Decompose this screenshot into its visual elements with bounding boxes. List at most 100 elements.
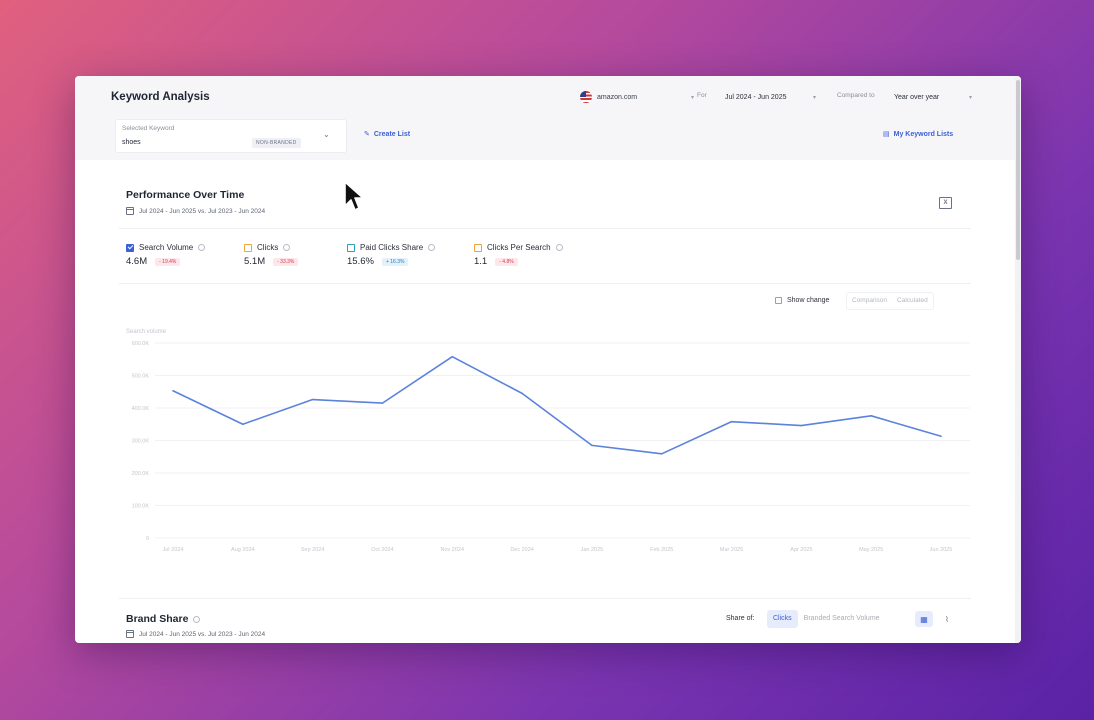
checkbox-icon[interactable] [244,243,252,252]
page-title: Keyword Analysis [111,91,210,103]
create-list-button[interactable]: ✎ Create List [364,130,411,139]
data-point [172,389,174,392]
show-change-label: Show change [787,297,830,304]
comparison-select[interactable]: Year over year ▾ [890,88,972,106]
data-point [940,435,942,438]
chevron-down-icon: ▾ [690,94,694,101]
data-point [870,415,872,417]
info-icon [193,615,201,623]
metric-paid-clicks-share[interactable]: Paid Clicks Share 15.6% + 16.3% [347,243,436,267]
metric-label: Clicks [257,243,279,252]
share-of-label: Share of: [726,615,755,622]
show-change-toggle[interactable]: Show change [775,297,829,304]
line-chart-view-icon[interactable]: ⌇ [945,614,949,624]
date-range-select[interactable]: Jul 2024 - Jun 2025 ▾ [720,88,816,106]
segment-calculated[interactable]: Calculated [897,297,928,304]
x-tick-label: Feb 2025 [650,547,673,553]
y-tick-label: 500.0K [132,374,150,380]
y-tick-label: 400.0K [132,406,150,412]
share-of-clicks[interactable]: Clicks [767,610,798,628]
x-tick-label: Dec 2024 [510,547,534,553]
performance-dates: Jul 2024 - Jun 2025 vs. Jul 2023 - Jun 2… [126,207,265,215]
us-flag-icon [580,91,592,103]
share-of-branded-search-volume[interactable]: Branded Search Volume [803,615,880,622]
my-keyword-lists-label: My Keyword Lists [893,130,954,138]
data-point [451,355,454,358]
x-tick-label: Nov 2024 [440,547,464,553]
share-of-segment[interactable]: Clicks Branded Search Volume [767,610,886,628]
excel-export-icon[interactable]: X [939,197,952,209]
comparison-value: Year over year [894,93,940,101]
metric-value: 5.1M [244,256,266,267]
data-point [381,402,384,404]
calendar-icon [126,630,134,638]
y-tick-label: 100.0K [132,504,150,510]
y-tick-label: 0 [146,536,149,542]
metric-value: 1.1 [474,256,488,267]
scrollbar[interactable] [1015,76,1021,643]
scrollbar-thumb[interactable] [1016,80,1020,260]
date-range-value: Jul 2024 - Jun 2025 [725,93,787,101]
chevron-down-icon: ▾ [812,94,816,101]
x-tick-label: Jun 2025 [930,547,953,553]
metric-clicks[interactable]: Clicks 5.1M - 33.3% [244,243,299,267]
performance-title: Performance Over Time [126,189,245,201]
metric-label: Paid Clicks Share [360,243,424,252]
y-tick-label: 300.0K [132,439,150,445]
x-tick-label: Mar 2025 [720,547,743,553]
metric-label: Clicks Per Search [487,243,551,252]
brand-share-dates: Jul 2024 - Jun 2025 vs. Jul 2023 - Jun 2… [126,630,265,638]
segment-comparison[interactable]: Comparison [852,297,888,304]
x-tick-label: Aug 2024 [231,547,255,553]
data-point [242,423,244,426]
checkbox-icon[interactable] [775,297,782,304]
brand-share-title-text: Brand Share [126,613,189,625]
metric-delta: - 19.4% [155,257,181,266]
x-tick-label: May 2025 [859,547,883,553]
divider [119,598,971,599]
marketplace-select[interactable]: amazon.com ▾ [580,88,694,106]
table-view-icon[interactable]: ▦ [915,611,933,627]
x-tick-label: Sep 2024 [301,547,325,553]
info-icon [198,244,206,251]
metric-search-volume[interactable]: Search Volume 4.6M - 19.4% [126,243,206,267]
checkbox-icon[interactable] [474,243,482,252]
info-icon [283,244,291,251]
calendar-icon [126,207,134,215]
marketplace-value: amazon.com [597,93,638,101]
data-point [660,453,663,455]
keyword-select[interactable]: Selected Keyword shoes NON-BRANDED ⌄ [115,119,347,153]
data-point [521,392,523,395]
keyword-label: Selected Keyword [122,125,175,132]
info-icon [428,244,436,251]
metric-value: 4.6M [126,256,148,267]
checkbox-icon[interactable] [347,243,355,252]
divider [119,283,971,284]
info-icon [555,244,563,251]
checkbox-icon[interactable] [126,243,134,252]
x-tick-label: Jul 2024 [163,547,184,553]
metric-delta: - 33.3% [273,257,299,266]
change-mode-segment[interactable]: Comparison Calculated [846,292,934,310]
metric-delta: - 4.8% [495,257,518,266]
metric-delta: + 16.3% [381,257,409,266]
my-keyword-lists-button[interactable]: ▤ My Keyword Lists [883,130,954,139]
metric-clicks-per-search[interactable]: Clicks Per Search 1.1 - 4.8% [474,243,563,267]
create-list-label: Create List [373,130,411,138]
y-tick-label: 600.0K [132,341,150,347]
x-tick-label: Oct 2024 [371,547,393,553]
compared-to-label: Compared to [837,92,875,99]
brand-share-title: Brand Share [126,613,201,625]
data-point [311,398,314,401]
data-point [800,424,803,427]
y-axis-label: Search volume [126,329,167,335]
keyword-type-badge: NON-BRANDED [252,138,301,148]
performance-dates-text: Jul 2024 - Jun 2025 vs. Jul 2023 - Jun 2… [139,207,266,215]
divider [119,228,971,229]
search-volume-line [172,355,942,455]
x-tick-label: Apr 2025 [790,547,812,553]
x-tick-label: Jan 2025 [581,547,604,553]
search-volume-chart: Search volume 600.0K 500.0K 400.0K 300.0K 200… [126,329,970,553]
pencil-icon: ✎ [364,131,370,138]
data-point [730,420,733,423]
